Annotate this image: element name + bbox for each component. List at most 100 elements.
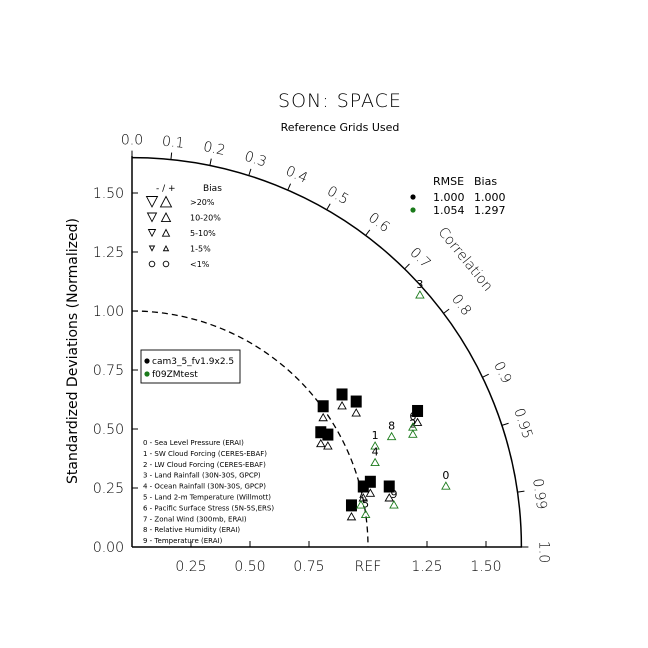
chart-subtitle: Reference Grids Used: [281, 121, 400, 134]
point-label: 6: [414, 405, 422, 418]
x-tick-label: 1.25: [411, 559, 442, 575]
point-marker-box: [345, 499, 357, 512]
variable-list-item: 1 - SW Cloud Forcing (CERES-EBAF): [143, 450, 267, 458]
y-tick-label: 0.50: [93, 422, 124, 438]
bias-legend-label: >20%: [190, 198, 215, 207]
point-label: 4: [317, 426, 325, 439]
correlation-tick-label: 0.7: [406, 245, 433, 272]
point-bias-triangle: [386, 431, 397, 441]
correlation-tick-mark: [404, 263, 410, 270]
point-bias-triangle: [365, 488, 376, 497]
correlation-tick-label: 0.6: [365, 210, 392, 236]
bias-up-triangle: [161, 228, 171, 237]
correlation-tick-mark: [517, 490, 525, 493]
correlation-tick-mark: [326, 203, 331, 211]
variable-list: 0 - Sea Level Pressure (ERAI) 1 - SW Clou…: [143, 439, 274, 545]
bias-value: 1.000: [474, 191, 506, 204]
point-label: 4: [372, 446, 379, 459]
x-tick-label: 0.25: [175, 559, 206, 575]
bias-legend-header-bias: Bias: [203, 184, 222, 194]
rmse-value: 1.000: [433, 191, 465, 204]
bias-legend-label: 10-20%: [190, 214, 221, 223]
correlation-tick-label: 0.1: [161, 134, 185, 152]
point-bias-triangle: [351, 408, 361, 417]
point-label: 8: [388, 420, 395, 433]
bias-up-triangle: [160, 212, 172, 222]
correlation-tick-label: 0.3: [242, 149, 268, 171]
bias-circle: [162, 260, 170, 268]
series-legend-box: [140, 349, 241, 384]
correlation-tick-label: 0.5: [324, 183, 351, 208]
axis-ticks: 0.25 0.50 0.75 1.25 1.50REF0.000.250.500.751…: [93, 133, 552, 575]
bias-down-triangle: [145, 196, 159, 208]
series-legend-dot: [144, 358, 150, 364]
point-marker-box: [350, 395, 362, 408]
correlation-tick-mark: [365, 229, 371, 236]
point-marker-box: [357, 480, 369, 493]
correlation-tick-mark: [209, 158, 212, 166]
series-legend: cam3_5_fv1.9x2.5 f09ZMtest: [140, 349, 241, 384]
x-tick-label: 1.50: [470, 559, 501, 575]
bias-down-triangle: [146, 212, 158, 223]
bias-down-triangle: [148, 245, 156, 252]
point-bias-triangle: [360, 509, 371, 518]
point-label: 6: [409, 410, 416, 423]
y-tick-label: 1.25: [93, 245, 124, 261]
bias-value: 1.297: [474, 204, 506, 217]
series-legend-dot: [144, 371, 150, 377]
series-legend-label: cam3_5_fv1.9x2.5: [152, 357, 234, 367]
rmse-value: 1.054: [433, 204, 465, 217]
x-tick-label: 0.50: [234, 559, 265, 575]
point-bias-triangle: [408, 429, 418, 438]
correlation-tick-label: 0.4: [283, 163, 310, 187]
y-axis-label: Standardized Deviations (Normalized): [65, 218, 81, 484]
correlation-tick-label: 0.8: [448, 291, 474, 318]
point-label: 5: [348, 499, 356, 512]
point-bias-triangle: [370, 457, 380, 467]
point-bias-triangle: [346, 511, 357, 521]
point-bias-triangle: [337, 401, 347, 410]
point-bias-triangle: [412, 417, 423, 426]
y-tick-label: 0.25: [93, 481, 124, 497]
y-tick-label: 0.00: [93, 540, 124, 556]
bias-legend-header-sign: - / +: [156, 184, 176, 194]
point-bias-triangle: [389, 500, 399, 509]
ref-label: REF: [355, 559, 382, 575]
correlation-tick-mark: [482, 373, 489, 378]
point-bias-triangle: [408, 422, 418, 431]
point-marker-box: [336, 388, 348, 401]
correlation-tick-label: 0.0: [121, 133, 143, 149]
correlation-tick-mark: [170, 152, 173, 160]
point-marker-box: [322, 428, 334, 441]
correlation-tick-mark: [443, 308, 450, 314]
y-tick-label: 1.00: [93, 304, 124, 320]
point-bias-triangle: [441, 481, 451, 490]
x-tick-label: 0.75: [293, 559, 324, 575]
variable-list-item: 6 - Pacific Surface Stress (5N-5S,ERS): [143, 504, 274, 512]
point-bias-triangle: [318, 412, 328, 422]
bias-legend-label: <1%: [190, 260, 210, 269]
series-legend-label: f09ZMtest: [152, 370, 198, 380]
point-bias-triangle: [415, 290, 425, 299]
point-bias-triangle: [323, 441, 333, 450]
point-marker-box: [383, 480, 395, 493]
point-marker-box: [317, 400, 329, 413]
bias-circle: [148, 260, 156, 268]
bias-legend: - / + Bias >20% 10-20% 5-10% 1-5% <1%: [145, 184, 222, 269]
point-label: 3: [416, 278, 423, 291]
correlation-tick-mark: [501, 422, 509, 426]
correlation-tick-mark: [287, 183, 292, 191]
chart-title: SON: SPACE: [278, 90, 402, 112]
rmse-row-dot: [410, 207, 416, 213]
point-label: 1: [372, 429, 379, 442]
point-bias-triangle: [356, 500, 366, 509]
variable-list-item: 3 - Land Rainfall (30N-30S, GPCP): [143, 472, 261, 480]
bias-down-triangle: [147, 229, 157, 238]
point-label: 1: [319, 400, 327, 413]
point-label: 0: [442, 469, 449, 482]
point-bias-triangle: [384, 493, 395, 502]
point-marker-box: [315, 426, 327, 439]
point-bias-triangle: [370, 441, 380, 450]
point-label: 9: [390, 488, 397, 501]
